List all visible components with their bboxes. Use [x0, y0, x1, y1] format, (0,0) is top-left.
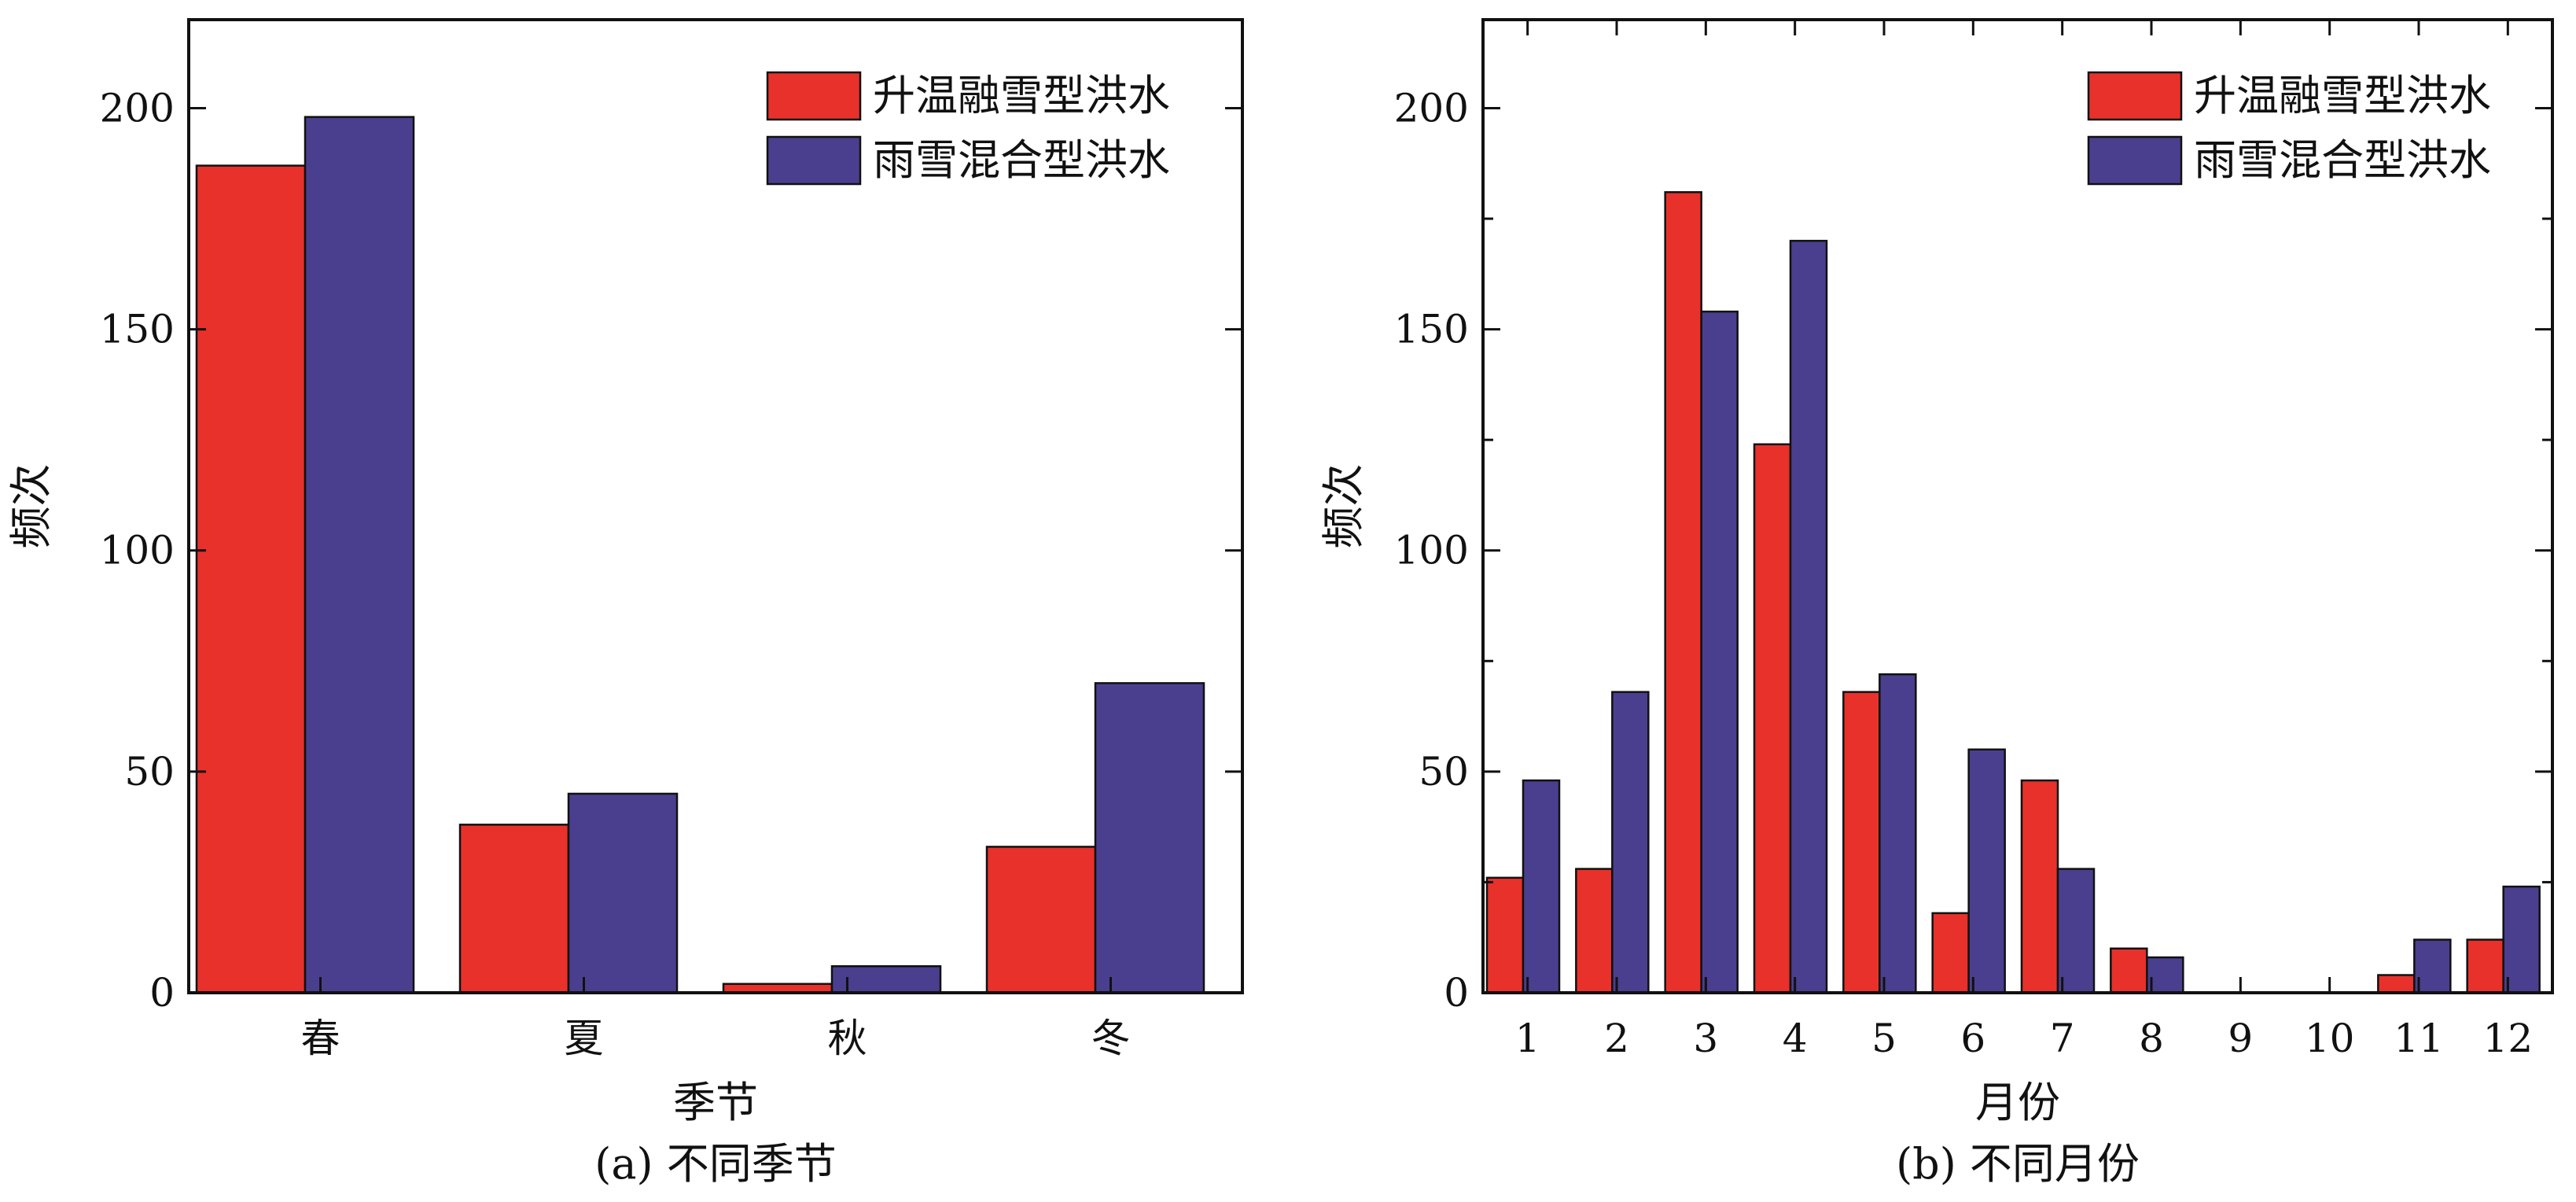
- legend-label-series-1: 升温融雪型洪水: [2194, 71, 2491, 120]
- legend-swatch-series-1: [766, 71, 862, 121]
- legend-label-series-2: 雨雪混合型洪水: [873, 135, 1170, 185]
- bar-3-series-2: [1700, 310, 1739, 994]
- x-tick-label: 冬: [1091, 1016, 1131, 1061]
- x-tick-label: 7: [2050, 1016, 2075, 1061]
- bar-2-series-1: [1575, 868, 1614, 994]
- x-tick-label: 4: [1783, 1016, 1808, 1061]
- y-tick-label: 50: [1419, 749, 1469, 795]
- panel-caption: (b) 不同月份: [1896, 1139, 2140, 1189]
- y-axis-title: 频次: [1319, 464, 1368, 549]
- bar-8-series-2: [2146, 956, 2184, 994]
- bar-秋-series-2: [830, 965, 942, 994]
- x-tick-label: 8: [2139, 1016, 2164, 1061]
- y-axis-title: 频次: [6, 464, 56, 549]
- x-tick-label: 10: [2305, 1016, 2355, 1061]
- plot-frame: [187, 18, 1244, 994]
- bar-冬-series-2: [1094, 682, 1205, 994]
- x-tick-label: 春: [301, 1016, 340, 1061]
- bar-5-series-1: [1842, 691, 1881, 994]
- bar-3-series-1: [1664, 191, 1702, 994]
- legend-swatch-series-2: [2087, 135, 2183, 186]
- x-tick-label: 1: [1515, 1016, 1540, 1061]
- bar-4-series-2: [1789, 239, 1828, 994]
- x-tick-label: 9: [2228, 1016, 2253, 1061]
- x-tick-label: 11: [2394, 1016, 2444, 1061]
- bar-2-series-2: [1611, 691, 1650, 994]
- x-tick-label: 2: [1604, 1016, 1629, 1061]
- bar-1-series-2: [1522, 779, 1561, 994]
- bar-7-series-1: [2020, 779, 2059, 994]
- bar-12-series-1: [2466, 938, 2504, 994]
- y-tick-label: 200: [1394, 85, 1469, 131]
- x-tick-label: 12: [2483, 1016, 2534, 1061]
- bar-4-series-1: [1753, 443, 1792, 994]
- bar-6-series-1: [1931, 912, 1970, 994]
- bar-12-series-2: [2502, 885, 2541, 994]
- bar-6-series-2: [1967, 748, 2006, 994]
- bar-5-series-2: [1879, 673, 1917, 994]
- bar-11-series-1: [2377, 974, 2416, 994]
- legend-label-series-2: 雨雪混合型洪水: [2194, 135, 2491, 185]
- x-tick-label: 5: [1871, 1016, 1897, 1061]
- y-tick-label: 150: [1394, 307, 1469, 352]
- y-tick-label: 100: [1394, 528, 1469, 573]
- panel-caption: (a) 不同季节: [594, 1139, 837, 1189]
- plot-frame: [1481, 18, 2554, 994]
- chart-panel-a: 0 50 100 150 200 春 夏 秋 冬季节 频次 (a) 不同季节 升温融雪型洪水雨雪混合型…: [6, 18, 1244, 1189]
- legend-swatch-series-1: [2087, 71, 2183, 121]
- bar-1-series-1: [1485, 876, 1525, 994]
- bar-夏-series-1: [458, 824, 570, 994]
- bar-冬-series-1: [985, 846, 1097, 994]
- y-tick-label: 0: [1444, 970, 1469, 1016]
- bar-春-series-1: [195, 164, 307, 994]
- x-axis-title: 季节: [673, 1078, 758, 1127]
- bar-春-series-2: [304, 116, 415, 994]
- bar-8-series-1: [2110, 947, 2148, 994]
- y-tick-label: 150: [100, 307, 175, 352]
- y-tick-label: 50: [124, 749, 175, 795]
- x-tick-label: 秋: [828, 1016, 867, 1061]
- x-tick-label: 夏: [565, 1016, 604, 1061]
- y-tick-label: 0: [149, 970, 175, 1016]
- legend-swatch-series-2: [766, 135, 862, 186]
- bar-夏-series-2: [567, 792, 679, 994]
- legend-label-series-1: 升温融雪型洪水: [873, 71, 1170, 120]
- bar-7-series-2: [2056, 868, 2096, 994]
- y-tick-label: 200: [100, 85, 175, 131]
- x-tick-label: 6: [1960, 1016, 1985, 1061]
- x-tick-label: 3: [1693, 1016, 1718, 1061]
- y-tick-label: 100: [100, 528, 175, 573]
- x-axis-title: 月份: [1975, 1078, 2060, 1127]
- bar-11-series-2: [2413, 938, 2452, 994]
